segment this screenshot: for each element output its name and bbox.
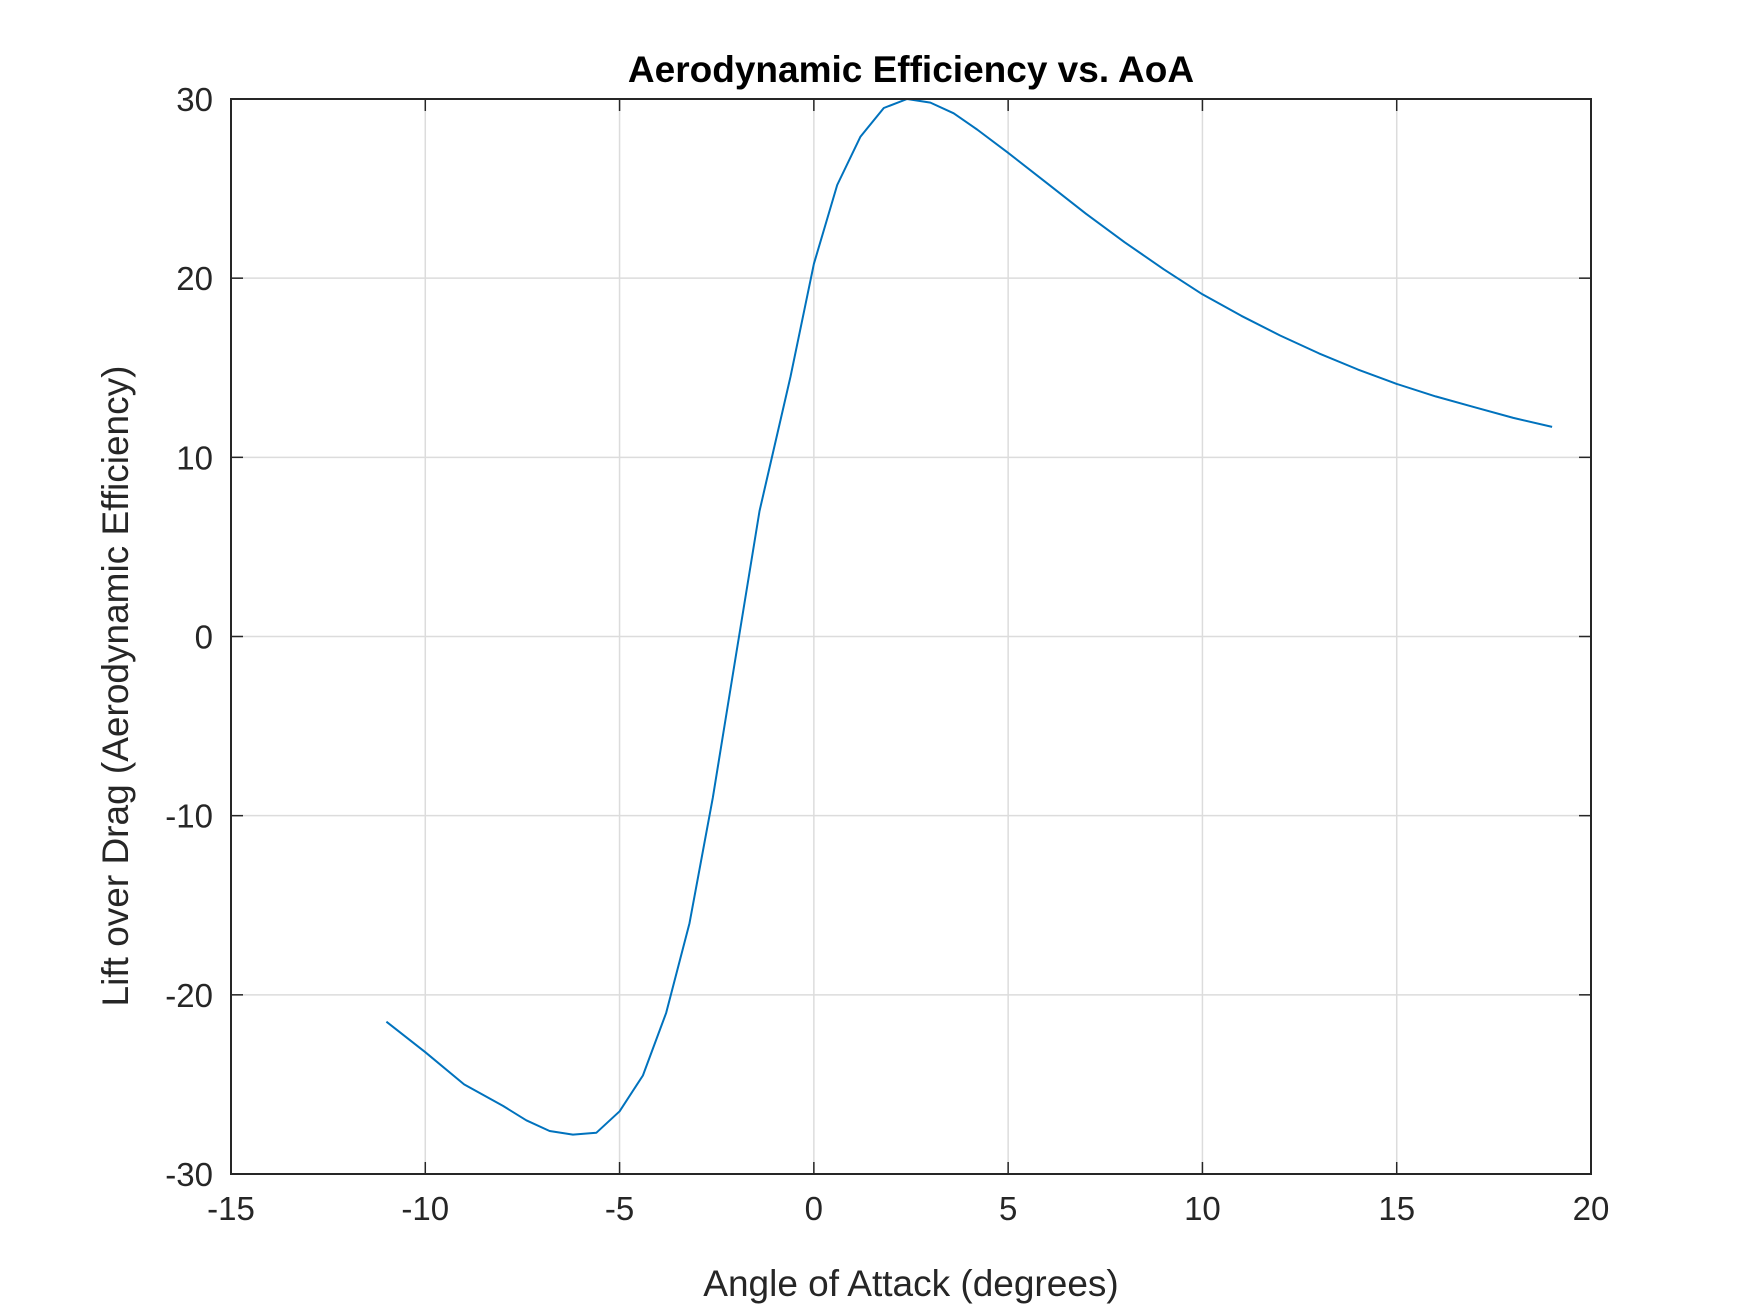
series-layer	[385, 98, 1553, 1136]
x-tick-label: 15	[1378, 1190, 1415, 1227]
x-tick-label: 10	[1184, 1190, 1221, 1227]
y-tick-label: 10	[176, 439, 213, 476]
x-tick-label: -15	[207, 1190, 255, 1227]
y-tick-label: -30	[165, 1156, 213, 1193]
y-tick-label: 20	[176, 260, 213, 297]
x-tick-label: -5	[605, 1190, 634, 1227]
series-line	[385, 98, 1553, 1136]
y-tick-labels: -30 -20 -10 0 10 20 30	[165, 81, 213, 1193]
x-tick-label: -10	[401, 1190, 449, 1227]
chart-title: Aerodynamic Efficiency vs. AoA	[628, 49, 1194, 90]
grid-lines	[230, 98, 1592, 1175]
x-tick-label: 5	[999, 1190, 1017, 1227]
y-tick-label: 0	[195, 619, 213, 656]
x-axis-label: Angle of Attack (degrees)	[703, 1263, 1118, 1304]
y-tick-label: -20	[165, 977, 213, 1014]
y-axis-label: Lift over Drag (Aerodynamic Efficiency)	[95, 366, 136, 1007]
y-tick-label: -10	[165, 798, 213, 835]
tick-marks	[230, 98, 1592, 1175]
x-tick-label: 0	[805, 1190, 823, 1227]
x-tick-labels: -15 -10 -5 0 5 10 15 20	[207, 1190, 1609, 1227]
x-tick-label: 20	[1573, 1190, 1610, 1227]
y-tick-label: 30	[176, 81, 213, 118]
